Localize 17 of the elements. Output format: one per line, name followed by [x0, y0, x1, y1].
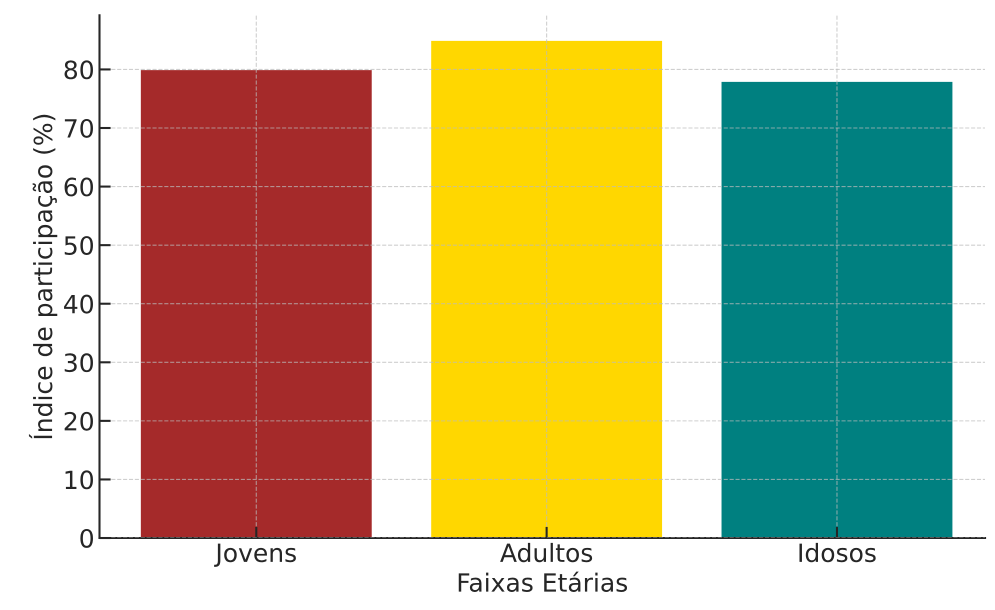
bar: [430, 39, 664, 538]
y-tick-label: 40: [64, 294, 93, 314]
y-tick-label: 30: [64, 353, 93, 372]
x-tick-label: Idosos: [799, 542, 876, 562]
x-tick-label: Jovens: [214, 544, 296, 567]
bar: [139, 68, 374, 538]
x-tick-label: Adultos: [500, 542, 592, 562]
y-tick-label: 60: [64, 178, 93, 196]
y-tick-label: 20: [64, 412, 93, 431]
bar: [720, 80, 954, 538]
x-axis-title: Faixas Etárias: [458, 572, 628, 592]
y-tick-label: 80: [64, 60, 93, 80]
y-tick-label: 70: [64, 118, 93, 138]
y-tick-label: 0: [80, 528, 93, 548]
y-tick-label: 10: [66, 470, 93, 490]
y-tick-label: 50: [64, 236, 93, 256]
y-axis-title: Índice de participação (%): [28, 114, 58, 439]
